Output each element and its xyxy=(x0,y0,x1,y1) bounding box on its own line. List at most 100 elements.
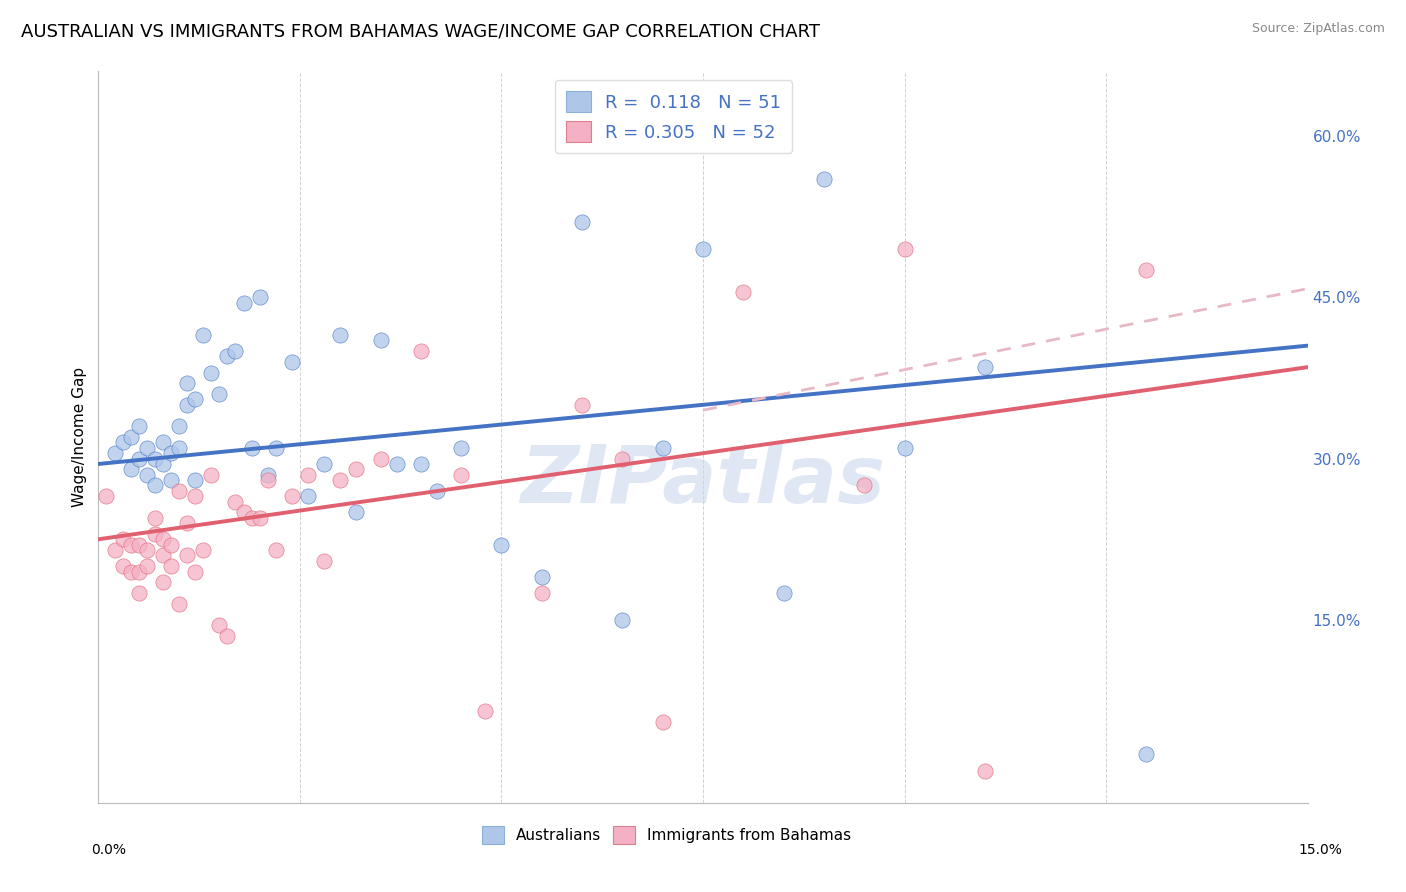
Point xyxy=(176,376,198,391)
Point xyxy=(128,565,150,579)
Point xyxy=(651,715,673,730)
Point xyxy=(128,419,150,434)
Text: ZIPatlas: ZIPatlas xyxy=(520,442,886,520)
Point xyxy=(184,489,207,503)
Point xyxy=(256,467,278,482)
Point xyxy=(96,489,118,503)
Point xyxy=(103,446,125,460)
Point xyxy=(184,565,207,579)
Point xyxy=(167,441,190,455)
Point xyxy=(256,473,278,487)
Point xyxy=(224,344,246,359)
Text: Source: ZipAtlas.com: Source: ZipAtlas.com xyxy=(1251,22,1385,36)
Point xyxy=(167,419,190,434)
Point xyxy=(143,527,166,541)
Point xyxy=(530,586,553,600)
Point xyxy=(772,586,794,600)
Point xyxy=(120,462,142,476)
Point xyxy=(135,543,157,558)
Point xyxy=(281,489,304,503)
Point xyxy=(200,366,222,380)
Point xyxy=(733,285,755,299)
Point xyxy=(120,430,142,444)
Point xyxy=(208,387,231,401)
Point xyxy=(612,613,634,627)
Text: 15.0%: 15.0% xyxy=(1299,843,1343,857)
Point xyxy=(491,538,513,552)
Point xyxy=(217,350,239,364)
Point xyxy=(249,510,271,524)
Point xyxy=(152,533,174,547)
Point xyxy=(120,538,142,552)
Point xyxy=(200,467,222,482)
Point xyxy=(974,764,997,778)
Point xyxy=(135,441,157,455)
Point xyxy=(232,295,254,310)
Point xyxy=(314,554,336,568)
Point xyxy=(143,478,166,492)
Point xyxy=(974,360,997,375)
Point xyxy=(152,457,174,471)
Text: AUSTRALIAN VS IMMIGRANTS FROM BAHAMAS WAGE/INCOME GAP CORRELATION CHART: AUSTRALIAN VS IMMIGRANTS FROM BAHAMAS WA… xyxy=(21,22,820,40)
Point xyxy=(217,629,239,643)
Point xyxy=(152,549,174,563)
Point xyxy=(530,570,553,584)
Point xyxy=(426,483,449,498)
Y-axis label: Wage/Income Gap: Wage/Income Gap xyxy=(72,367,87,508)
Point xyxy=(813,172,835,186)
Point xyxy=(240,510,263,524)
Point xyxy=(103,543,125,558)
Point xyxy=(281,355,304,369)
Point xyxy=(344,462,367,476)
Point xyxy=(135,467,157,482)
Point xyxy=(571,215,593,229)
Point xyxy=(184,473,207,487)
Point xyxy=(160,559,183,574)
Point xyxy=(314,457,336,471)
Point xyxy=(474,705,496,719)
Point xyxy=(571,398,593,412)
Point xyxy=(385,457,408,471)
Point xyxy=(329,473,352,487)
Point xyxy=(111,533,134,547)
Point xyxy=(297,467,319,482)
Point xyxy=(143,451,166,466)
Legend: Australians, Immigrants from Bahamas: Australians, Immigrants from Bahamas xyxy=(477,820,858,850)
Point xyxy=(111,559,134,574)
Point xyxy=(853,478,876,492)
Point xyxy=(893,242,915,256)
Point xyxy=(893,441,915,455)
Point xyxy=(224,494,246,508)
Point xyxy=(176,549,198,563)
Point xyxy=(450,441,472,455)
Point xyxy=(176,516,198,530)
Point xyxy=(370,333,392,347)
Point xyxy=(249,290,271,304)
Point xyxy=(240,441,263,455)
Point xyxy=(264,543,287,558)
Point xyxy=(264,441,287,455)
Point xyxy=(128,586,150,600)
Point xyxy=(135,559,157,574)
Point xyxy=(409,344,432,359)
Point xyxy=(152,575,174,590)
Point xyxy=(612,451,634,466)
Point xyxy=(160,538,183,552)
Point xyxy=(409,457,432,471)
Point xyxy=(329,327,352,342)
Point xyxy=(651,441,673,455)
Point xyxy=(193,327,215,342)
Point xyxy=(692,242,714,256)
Point xyxy=(111,435,134,450)
Point xyxy=(297,489,319,503)
Point xyxy=(143,510,166,524)
Point xyxy=(370,451,392,466)
Point xyxy=(232,505,254,519)
Point xyxy=(450,467,472,482)
Point xyxy=(344,505,367,519)
Point xyxy=(167,483,190,498)
Point xyxy=(152,435,174,450)
Point xyxy=(176,398,198,412)
Point xyxy=(128,538,150,552)
Point xyxy=(184,392,207,407)
